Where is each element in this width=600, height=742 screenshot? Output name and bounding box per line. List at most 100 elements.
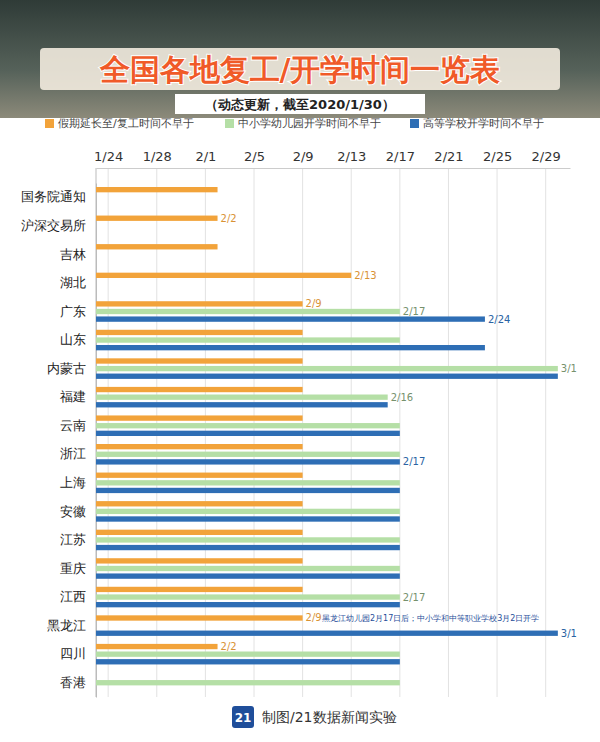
- bar: [96, 631, 558, 636]
- y-tick-label: 安徽: [60, 504, 86, 519]
- bar: [96, 566, 400, 571]
- y-tick-label: 山东: [60, 332, 86, 347]
- bar: [96, 530, 303, 535]
- x-tick-label: 1/28: [143, 149, 172, 164]
- y-tick-label: 香港: [60, 675, 86, 690]
- subtitle: （动态更新，截至2020/1/30）: [205, 97, 395, 112]
- bar: [96, 366, 558, 371]
- bar: [96, 573, 400, 578]
- y-tick: 重庆: [60, 561, 96, 576]
- data-label: 2/16: [391, 392, 413, 403]
- data-label: 2/2: [221, 213, 237, 224]
- x-tick-label: 2/29: [532, 149, 561, 164]
- bar: [96, 652, 400, 657]
- data-label: 2/2: [221, 641, 237, 652]
- bar: [96, 395, 388, 400]
- y-tick: 广东: [60, 304, 96, 319]
- y-tick: 吉林: [60, 247, 96, 262]
- y-tick-label: 黑龙江: [47, 618, 86, 633]
- y-tick: 浙江: [60, 446, 96, 461]
- data-labels: 2/22/132/92/92/22/173/12/162/172/242/173…: [221, 213, 577, 652]
- x-tick: 2/25: [483, 149, 512, 168]
- bar: [96, 431, 400, 436]
- header-background: [0, 0, 600, 118]
- bars: [96, 187, 558, 685]
- x-tick: 2/29: [532, 149, 561, 168]
- bar: [96, 516, 400, 521]
- annotation: 黑龙江幼儿园2月17日后；中小学和中等职业学校3月2日开学: [322, 614, 539, 623]
- legend-label: 高等学校开学时间不早于: [423, 117, 544, 130]
- legend-label: 假期延长至/复工时间不早于: [58, 117, 194, 130]
- x-tick-label: 2/25: [483, 149, 512, 164]
- x-tick: 2/17: [386, 149, 415, 168]
- y-tick: 四川: [60, 646, 96, 661]
- y-tick-label: 内蒙古: [47, 361, 86, 376]
- y-tick-label: 湖北: [60, 275, 86, 290]
- data-label: 2/17: [403, 306, 425, 317]
- y-tick: 江西: [60, 589, 96, 604]
- data-label: 2/13: [354, 270, 376, 281]
- y-tick-label: 上海: [60, 475, 86, 490]
- bar: [96, 602, 400, 607]
- y-tick: 安徽: [60, 504, 96, 519]
- bar: [96, 216, 218, 221]
- y-tick-label: 江苏: [60, 532, 86, 547]
- bar: [96, 509, 400, 514]
- bar: [96, 423, 400, 428]
- y-tick: 内蒙古: [47, 361, 96, 376]
- legend-swatch: [45, 119, 54, 128]
- y-tick-label: 吉林: [60, 247, 86, 262]
- bar: [96, 387, 303, 392]
- data-label: 2/17: [403, 592, 425, 603]
- bar: [96, 244, 218, 249]
- y-tick: 山东: [60, 332, 96, 347]
- bar: [96, 337, 400, 342]
- legend-item: 中小学幼儿园开学时间不早于: [225, 117, 381, 130]
- y-tick-label: 广东: [60, 304, 86, 319]
- x-tick: 2/1: [195, 149, 216, 168]
- bar: [96, 459, 400, 464]
- data-label: 2/17: [403, 456, 425, 467]
- bar: [96, 415, 303, 420]
- x-tick-label: 2/5: [244, 149, 265, 164]
- bar: [96, 644, 218, 649]
- title: 全国各地复工/开学时间一览表: [99, 52, 501, 87]
- x-axis-line: [97, 168, 571, 169]
- x-tick: 1/28: [143, 149, 172, 168]
- bar: [96, 309, 400, 314]
- y-tick-label: 国务院通知: [21, 189, 86, 204]
- bar: [96, 488, 400, 493]
- data-label: 3/1: [561, 363, 577, 374]
- bar-series: [96, 316, 558, 664]
- y-tick: 国务院通知: [21, 189, 96, 204]
- x-tick: 2/5: [244, 149, 265, 168]
- bar: [96, 615, 303, 620]
- bar: [96, 473, 303, 478]
- bar: [96, 501, 303, 506]
- y-tick: 黑龙江: [47, 618, 96, 633]
- legend-item: 假期延长至/复工时间不早于: [45, 117, 194, 130]
- y-tick: 云南: [60, 418, 96, 433]
- source: 制图/21数据新闻实验: [262, 709, 397, 725]
- x-axis: 1/241/282/12/52/92/132/172/212/252/29: [94, 149, 570, 169]
- y-tick-label: 江西: [60, 589, 86, 604]
- y-tick: 江苏: [60, 532, 96, 547]
- bar: [96, 301, 303, 306]
- x-tick-label: 2/21: [434, 149, 463, 164]
- chart: 全国各地复工/开学时间一览表 （动态更新，截至2020/1/30） 假期延长至/复工…: [0, 0, 600, 742]
- title-banner: [40, 48, 560, 90]
- legend-swatch: [410, 119, 419, 128]
- y-tick-label: 沪深交易所: [21, 218, 86, 233]
- x-tick: 2/9: [293, 149, 314, 168]
- legend-swatch: [225, 119, 234, 128]
- x-tick-label: 2/17: [386, 149, 415, 164]
- y-axis: 国务院通知沪深交易所吉林湖北广东山东内蒙古福建云南浙江上海安徽江苏重庆江西黑龙江…: [21, 184, 97, 698]
- x-tick: 2/21: [434, 149, 463, 168]
- x-tick-label: 2/1: [195, 149, 216, 164]
- bar: [96, 402, 388, 407]
- x-tick-label: 2/13: [337, 149, 366, 164]
- bar: [96, 558, 303, 563]
- data-label: 3/1: [561, 628, 577, 639]
- y-tick-label: 云南: [60, 418, 86, 433]
- bar-series: [96, 187, 351, 649]
